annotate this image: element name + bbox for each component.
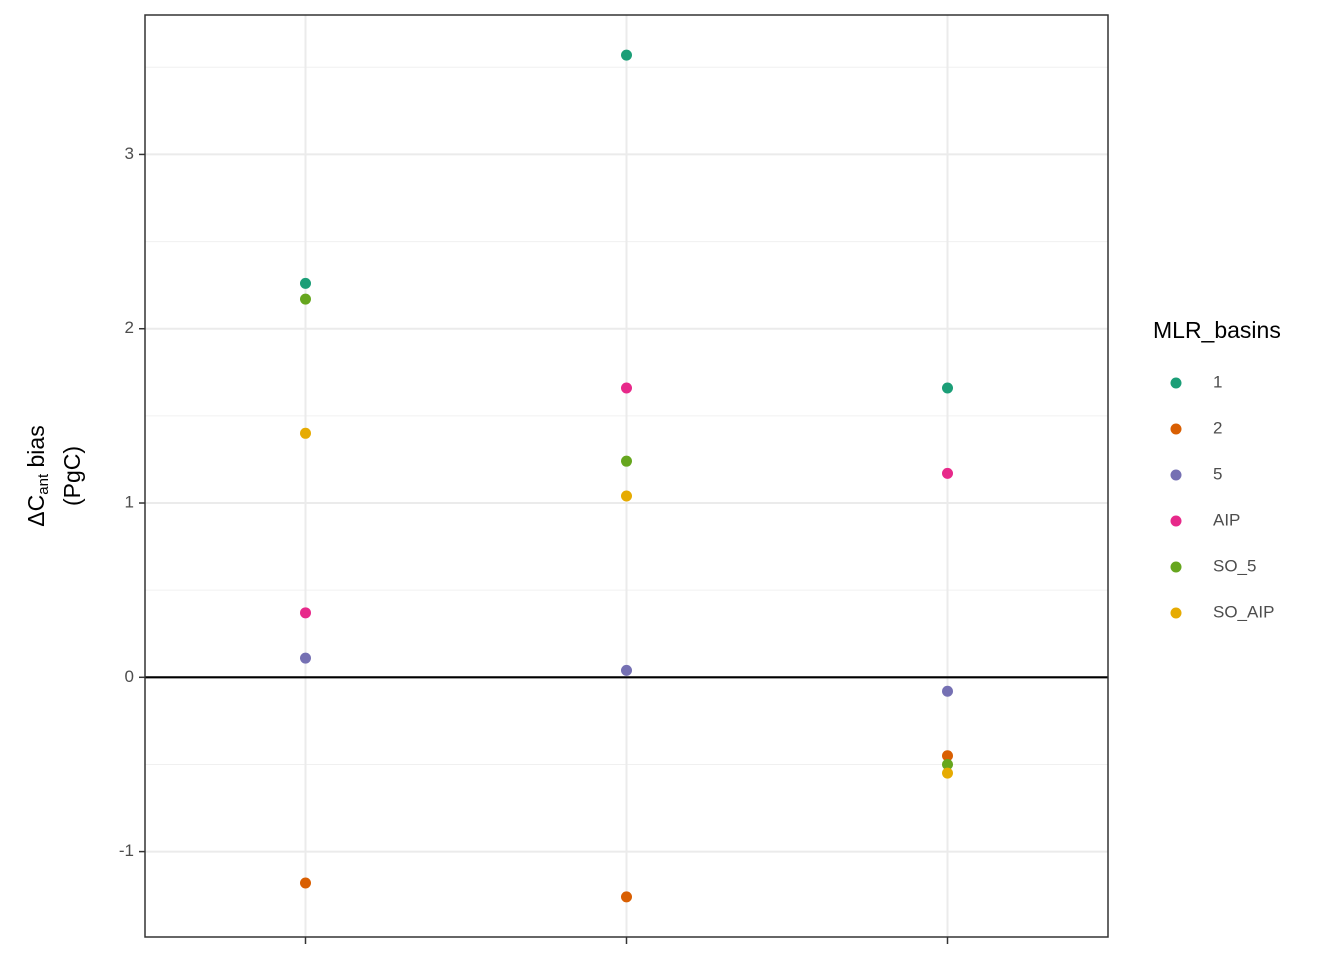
y-tick-label: 1 [125, 492, 134, 511]
y-title-rest: bias [23, 425, 49, 474]
panel-border [144, 14, 1109, 938]
point [942, 767, 953, 779]
point [621, 891, 632, 903]
legend-key [1170, 515, 1182, 527]
point [942, 382, 953, 394]
legend-label: AIP [1213, 510, 1240, 529]
point [300, 877, 311, 889]
point [621, 382, 632, 394]
y-tick-label: 0 [125, 667, 134, 686]
point [942, 685, 953, 697]
point [300, 427, 311, 439]
y-title-sub: ant [35, 473, 52, 495]
legend-label: 1 [1213, 372, 1222, 391]
point [942, 758, 953, 770]
point [621, 664, 632, 676]
y-axis-title-line1: ΔCant bias [23, 425, 52, 526]
y-axis-title-line2: (PgC) [59, 446, 85, 506]
legend-key [1170, 607, 1182, 619]
point [621, 49, 632, 61]
point [300, 607, 311, 619]
legend-key [1170, 561, 1182, 573]
point [300, 652, 311, 664]
point [300, 277, 311, 289]
y-tick-label: -1 [119, 841, 134, 860]
y-tick-label: 3 [125, 144, 134, 163]
legend-label: 2 [1213, 418, 1222, 437]
legend-key [1170, 469, 1182, 481]
point [942, 750, 953, 762]
legend-label: SO_5 [1213, 556, 1256, 575]
legend-label: 5 [1213, 464, 1222, 483]
legend-title: MLR_basins [1153, 317, 1281, 343]
y-title-main: ΔC [23, 495, 49, 527]
point [621, 455, 632, 467]
legend-label: SO_AIP [1213, 602, 1274, 621]
point [621, 490, 632, 502]
y-tick-label: 2 [125, 318, 134, 337]
point [942, 467, 953, 479]
legend-key [1170, 423, 1182, 435]
y-axis-title: ΔCant bias (PgC) [23, 425, 85, 526]
point [300, 293, 311, 305]
legend-key [1170, 377, 1182, 389]
